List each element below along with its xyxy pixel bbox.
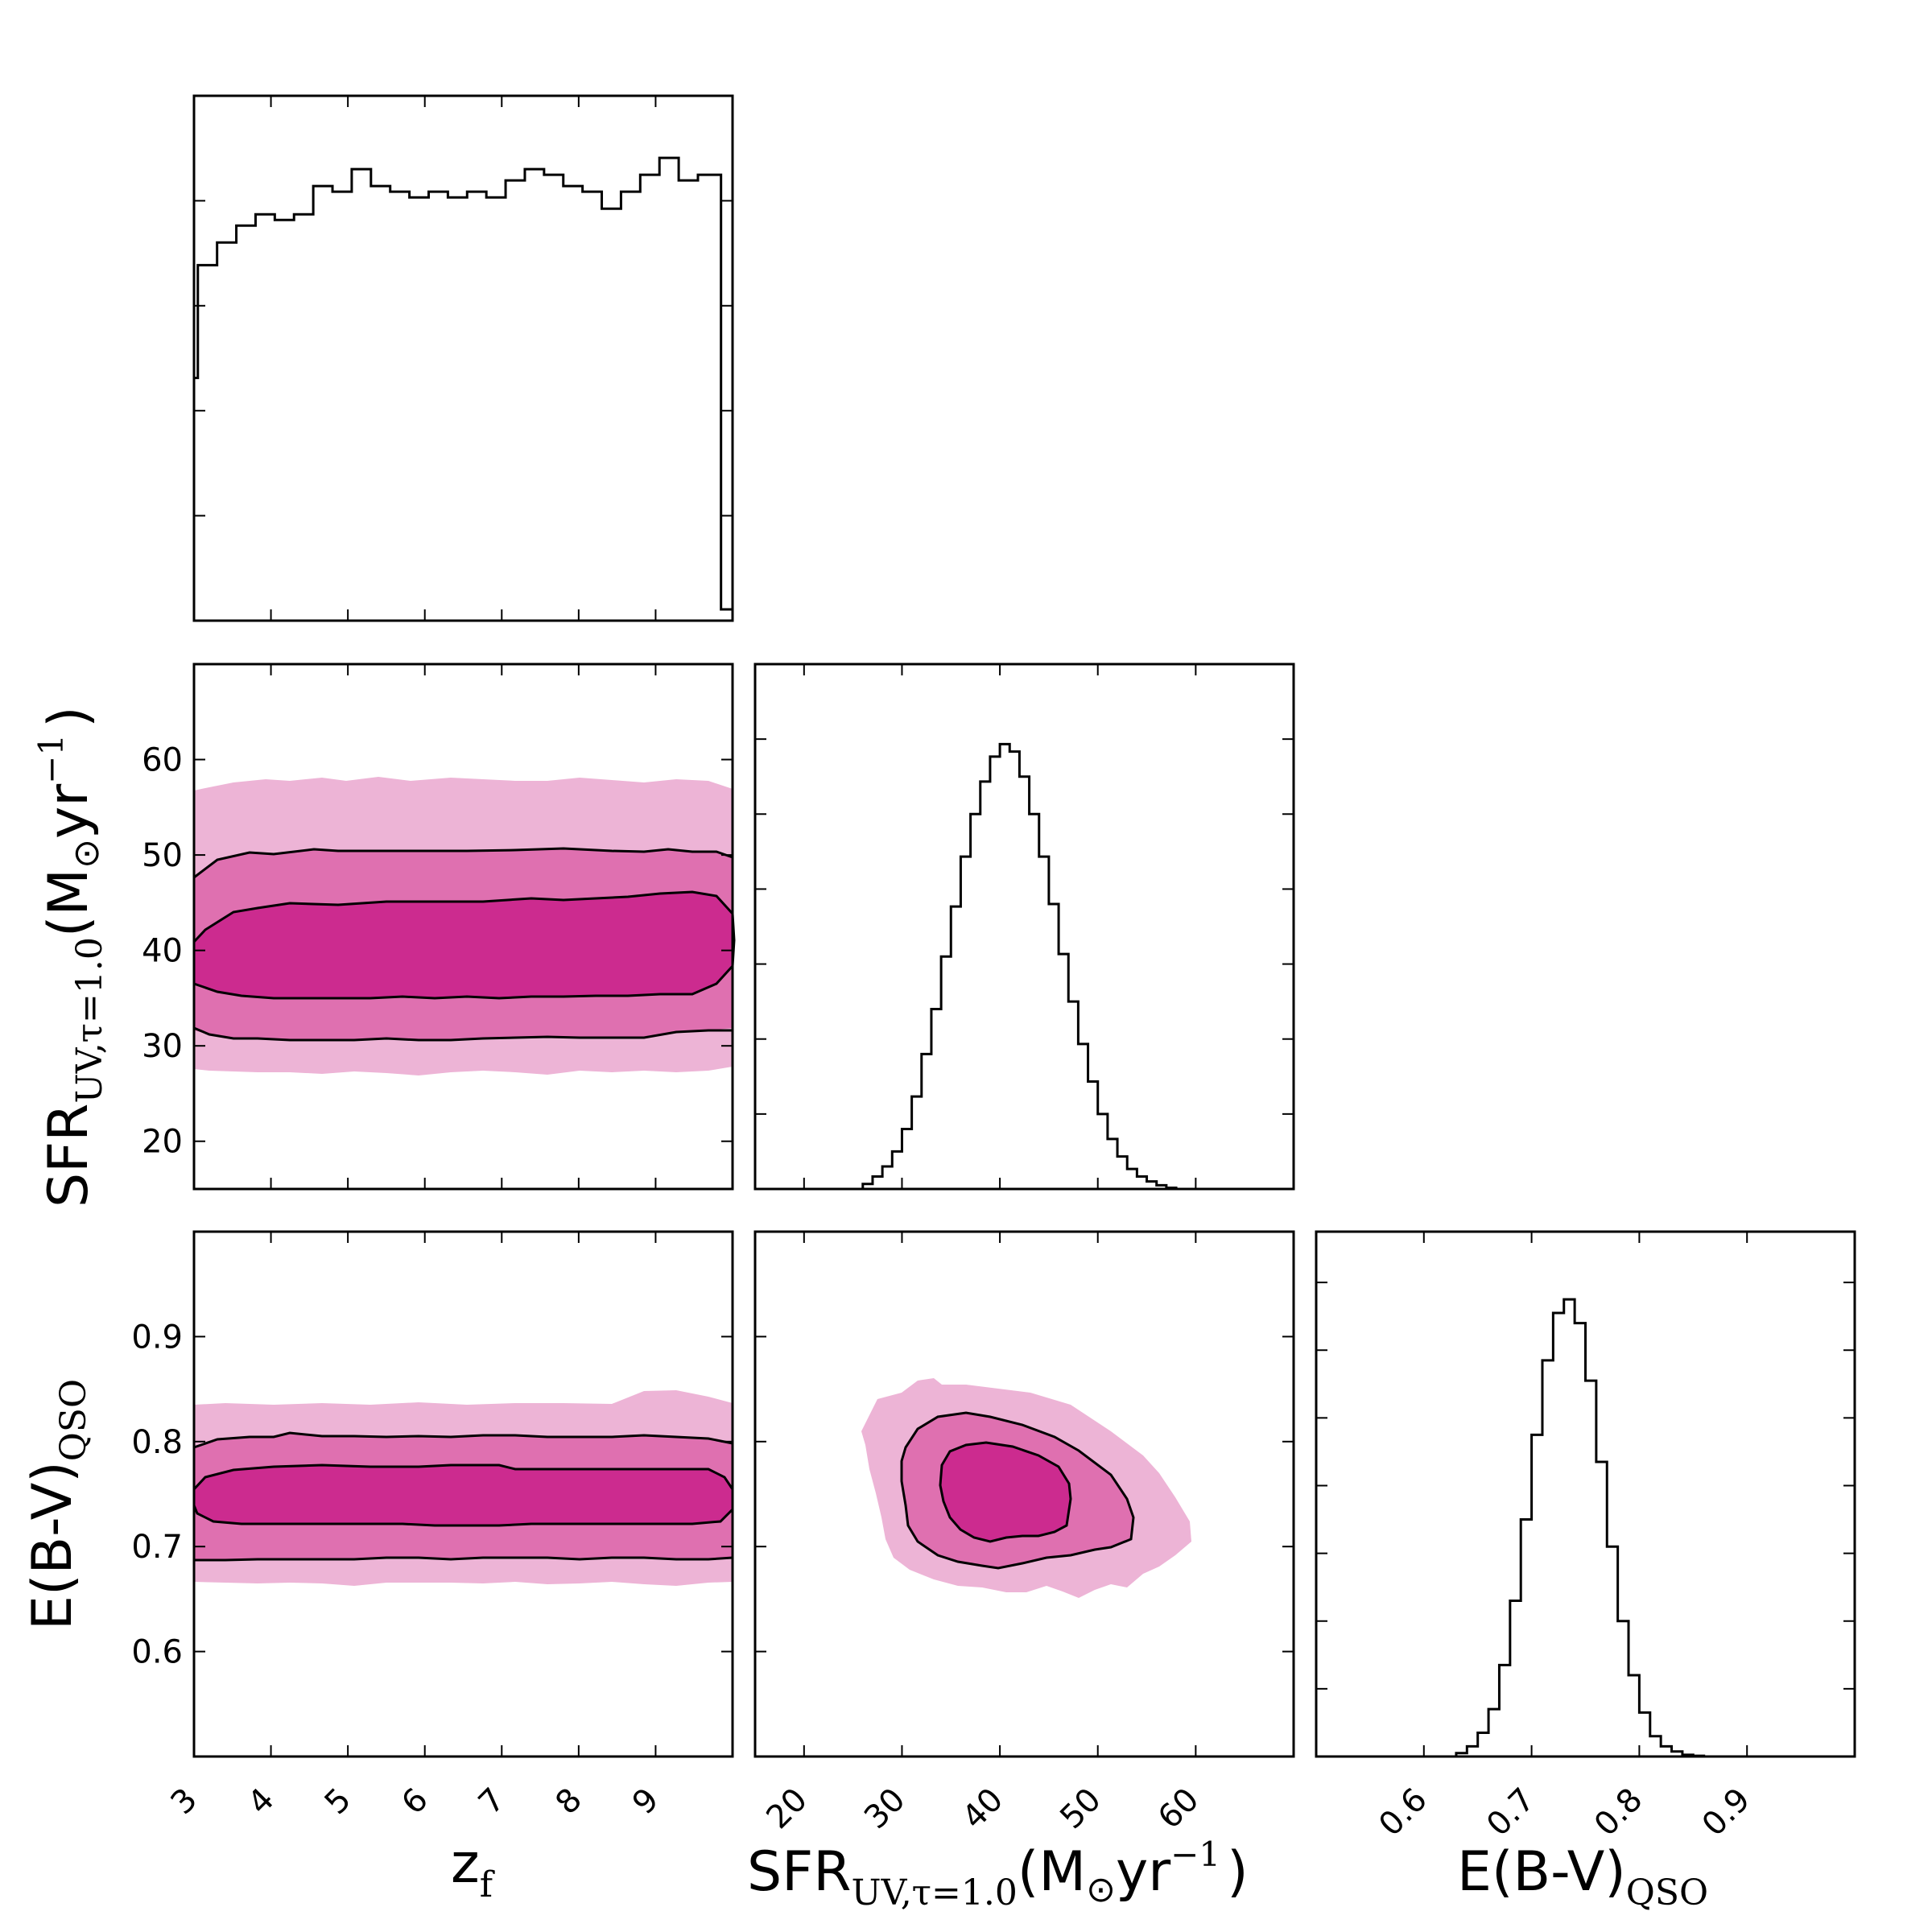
ebv-sfr-xtick-label: 40	[956, 1781, 1011, 1837]
zf-axis-label: zf	[451, 1832, 495, 1905]
ebv-zf-xtick-label: 8	[548, 1781, 589, 1823]
sfr-y-label-main: SFR	[37, 1103, 101, 1208]
ebv-vs-sfr-panel	[753, 1230, 1295, 1758]
sfr-x-label-yr: yr	[1116, 1840, 1170, 1904]
sfr-x-label-exp: −1	[1170, 1835, 1220, 1874]
sfr-histogram-line	[861, 742, 1178, 1189]
ebv-zf-ytick-label: 0.9	[131, 1319, 183, 1356]
sfr-zf-2sigma-contour-lower	[193, 1026, 733, 1042]
zf-label-sub: f	[480, 1864, 495, 1905]
ebv-sfr-xtick-label: 20	[759, 1781, 815, 1837]
sfr-x-label-sub: UV,τ=1.0	[852, 1872, 1018, 1913]
ebv-zf-ytick-label: 0.8	[131, 1424, 183, 1461]
ebv-zf-xtick-label: 3	[164, 1781, 205, 1823]
sfr-zf-1sigma-region	[194, 892, 733, 998]
zf-histogram-line	[192, 156, 734, 621]
zf-marginal-panel	[192, 94, 734, 622]
ebv-zf-ytick-label: 0.7	[131, 1529, 183, 1566]
ebv-y-label-sub: QSO	[53, 1379, 94, 1461]
ebv-zf-1sigma-contour	[192, 1463, 734, 1527]
ebv-x-axis-label: E(B-V)QSO	[1457, 1840, 1708, 1913]
sfr-marginal-frame	[753, 663, 1295, 1191]
sfr-zf-ytick-label: 40	[142, 933, 183, 970]
ebv-zf-ytick-label: 0.6	[131, 1634, 183, 1671]
sfr-x-label-open: (M	[1018, 1840, 1086, 1904]
ebv-sfr-xtick-label: 60	[1151, 1781, 1207, 1837]
ebv-y-axis-label: E(B-V)QSO	[21, 1379, 94, 1630]
sfr-y-axis-label: SFRUV,τ=1.0(M⊙yr−1)	[31, 706, 110, 1208]
ebv-zf-2sigma-contour-upper	[193, 1431, 733, 1449]
ebv-zf-frame	[192, 1230, 734, 1758]
zf-label-main: z	[451, 1832, 480, 1896]
ebv-marginal-xtick-label: 0.8	[1587, 1781, 1650, 1844]
ebv-marginal-xtick-label: 0.6	[1372, 1781, 1435, 1844]
sfr-vs-zf-panel	[192, 663, 736, 1191]
sfr-y-label-exp: −1	[31, 734, 71, 784]
sfr-zf-ytick-label: 30	[142, 1028, 183, 1065]
ebv-vs-zf-panel	[192, 1230, 734, 1758]
sfr-marginal-panel	[753, 663, 1295, 1191]
ebv-zf-xtick-label: 6	[394, 1781, 436, 1823]
ebv-sfr-xtick-label: 30	[857, 1781, 913, 1837]
sfr-y-label-close: )	[37, 706, 101, 728]
sfr-zf-ytick-label: 20	[142, 1124, 183, 1161]
sfr-x-label-main: SFR	[747, 1840, 852, 1904]
sfr-y-label-sun: ⊙	[66, 839, 107, 869]
ebv-marginal-xtick-label: 0.9	[1695, 1781, 1758, 1844]
ebv-x-label-sub: QSO	[1626, 1872, 1708, 1913]
sfr-zf-2sigma-contour-upper	[193, 847, 733, 879]
sfr-y-label-yr: yr	[37, 784, 101, 839]
ebv-sfr-xtick-label: 50	[1053, 1781, 1108, 1837]
sfr-y-label-sub: UV,τ=1.0	[69, 937, 110, 1103]
ebv-histogram-line	[1455, 1298, 1706, 1757]
sfr-zf-ytick-label: 50	[142, 837, 183, 874]
sfr-zf-ytick-label: 60	[142, 742, 183, 779]
sfr-y-label-open: (M	[37, 869, 101, 937]
ebv-zf-xtick-label: 5	[318, 1781, 359, 1823]
ebv-zf-1sigma-region	[194, 1465, 733, 1525]
sfr-zf-frame	[192, 663, 734, 1191]
sfr-x-axis-label: SFRUV,τ=1.0(M⊙yr−1)	[747, 1835, 1249, 1913]
ebv-marginal-panel	[1315, 1230, 1856, 1758]
ebv-marginal-xtick-label: 0.7	[1480, 1781, 1542, 1844]
ebv-x-label-main: E(B-V)	[1457, 1840, 1626, 1904]
ebv-marginal-frame	[1315, 1230, 1856, 1758]
ebv-zf-xtick-label: 7	[472, 1781, 513, 1823]
zf-marginal-frame	[192, 94, 734, 622]
ebv-zf-xtick-label: 9	[625, 1781, 667, 1823]
ebv-sfr-2sigma-contour	[900, 1411, 1135, 1570]
sfr-x-label-close: )	[1227, 1840, 1249, 1904]
ebv-sfr-frame	[753, 1230, 1295, 1758]
ebv-sfr-1sigma-contour	[939, 1441, 1072, 1543]
ebv-zf-2sigma-contour-lower	[194, 1556, 733, 1562]
ebv-y-label-main: E(B-V)	[21, 1461, 85, 1630]
sfr-x-label-sun: ⊙	[1086, 1869, 1116, 1910]
ebv-sfr-1sigma-region	[940, 1443, 1071, 1542]
ebv-zf-xtick-label: 4	[241, 1781, 282, 1823]
